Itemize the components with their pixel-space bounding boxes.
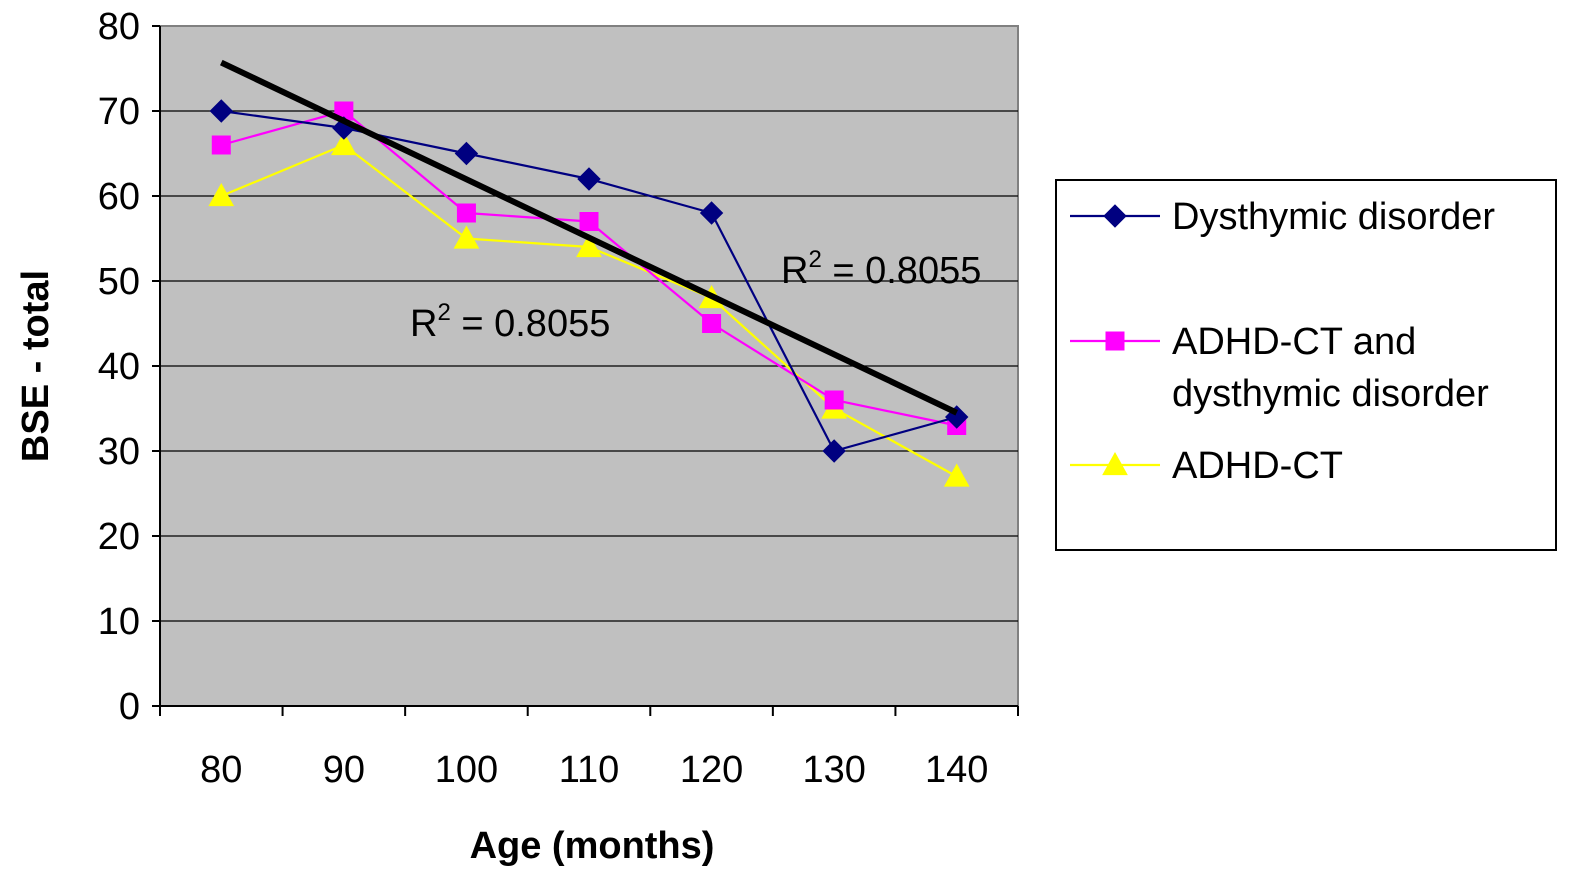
- x-tick-label: 110: [559, 749, 620, 791]
- r-squared-sup: 2: [437, 299, 450, 326]
- data-point: [211, 135, 231, 155]
- trendline-layer: [219, 59, 959, 416]
- legend-marker: [1102, 451, 1128, 476]
- data-point: [456, 203, 476, 223]
- r-squared-value: = 0.8055: [822, 250, 982, 292]
- r-squared-value: = 0.8055: [451, 303, 611, 345]
- y-tick-label: 50: [98, 261, 140, 303]
- y-tick-label: 40: [98, 346, 140, 388]
- y-tick-label: 70: [98, 91, 140, 133]
- y-tick-label: 60: [98, 176, 140, 218]
- y-tick-label: 0: [119, 686, 140, 728]
- trendline: [219, 59, 959, 416]
- r-squared-annotation-1: R2 = 0.8055: [410, 299, 610, 345]
- r-squared-annotation-2: R2 = 0.8055: [781, 246, 981, 292]
- series-dysthymic-disorder: [209, 99, 969, 463]
- legend-label: ADHD-CT and: [1172, 321, 1416, 363]
- data-point: [209, 99, 233, 123]
- x-tick-label: 130: [802, 749, 865, 791]
- gridlines: [160, 110, 1018, 622]
- data-point: [579, 212, 599, 231]
- legend-box: [1055, 179, 1557, 551]
- data-point: [702, 314, 722, 333]
- data-point: [699, 201, 724, 225]
- data-point: [454, 141, 479, 166]
- y-tick-label: 30: [98, 431, 140, 473]
- legend-entry: ADHD-CT: [1070, 445, 1343, 487]
- y-tick-label: 10: [98, 601, 140, 643]
- x-axis-title: Age (months): [470, 825, 715, 867]
- legend-entry: Dysthymic disorder: [1070, 196, 1495, 238]
- x-axis-ticks: 80 90 100 110 120 130 140: [159, 706, 1019, 791]
- data-point: [576, 233, 602, 258]
- x-tick-label: 90: [323, 749, 365, 791]
- y-axis-ticks: 0 10 20 30 40 50 60 70 80: [98, 6, 160, 728]
- y-tick-label: 80: [98, 6, 140, 48]
- data-point: [943, 463, 970, 487]
- legend-label: dysthymic disorder: [1172, 373, 1489, 415]
- legend-marker: [1105, 331, 1125, 351]
- x-tick-label: 80: [200, 749, 242, 791]
- x-tick-label: 140: [925, 749, 988, 791]
- legend-entry: ADHD-CT and dysthymic disorder: [1070, 321, 1489, 415]
- data-point: [822, 439, 846, 463]
- x-tick-label: 100: [435, 749, 498, 791]
- data-point: [331, 131, 357, 156]
- legend-marker: [1103, 204, 1127, 228]
- data-point: [208, 182, 235, 207]
- r-squared-sup: 2: [808, 246, 821, 273]
- y-tick-label: 20: [98, 516, 140, 558]
- legend-label: ADHD-CT: [1172, 445, 1343, 487]
- legend-label: Dysthymic disorder: [1172, 196, 1495, 238]
- r-squared-base: R: [410, 303, 437, 345]
- legend: Dysthymic disorder ADHD-CT and dysthymic d…: [1070, 196, 1495, 487]
- x-tick-label: 120: [680, 749, 743, 791]
- data-point: [824, 390, 844, 410]
- y-axis-title: BSE - total: [15, 270, 57, 462]
- r-squared-base: R: [781, 250, 808, 292]
- data-point: [577, 167, 601, 191]
- data-point: [453, 225, 480, 249]
